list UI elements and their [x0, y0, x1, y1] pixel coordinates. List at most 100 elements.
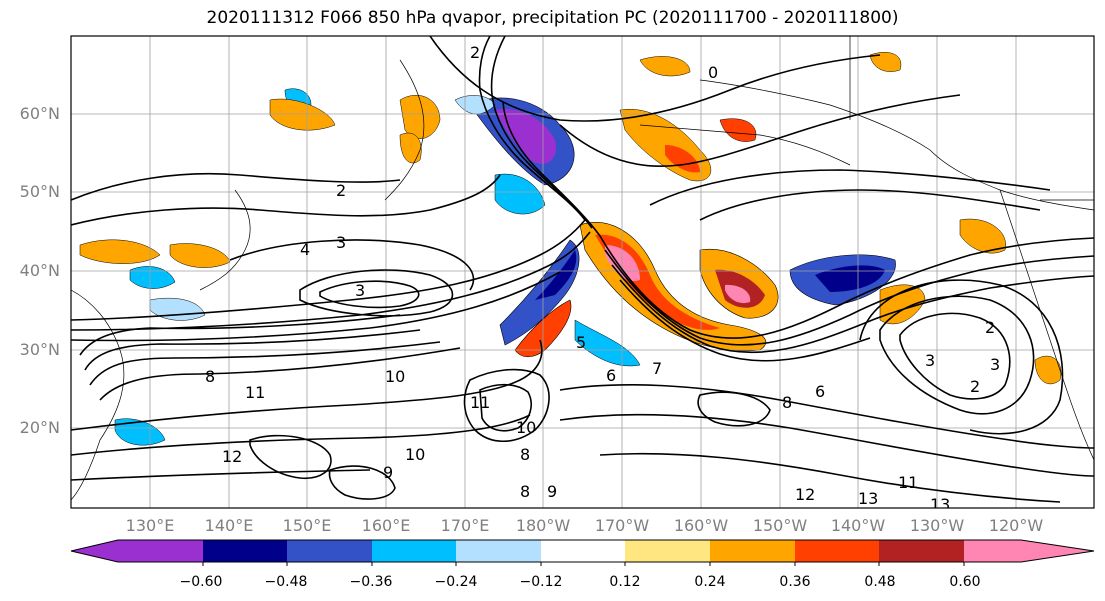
contour-loop-e1 [879, 295, 1035, 415]
colorbar [70, 539, 1095, 566]
colorbar-tick: −0.36 [349, 574, 393, 590]
contour-label: 12 [222, 447, 242, 466]
lon-label-160e: 160°E [361, 516, 411, 535]
colorbar-bin [710, 540, 795, 562]
lon-label-170w: 170°W [594, 516, 650, 535]
contour-label: 6 [815, 382, 825, 401]
contour-label: 3 [990, 355, 1000, 374]
contour-label: 3 [336, 233, 346, 252]
grid-lines [71, 36, 1094, 508]
colorbar-bin [456, 540, 541, 562]
contour-north-4 [559, 94, 961, 168]
lon-label-130e: 130°E [125, 516, 175, 535]
contour-south-7 [559, 413, 1094, 477]
colorbar-tick: −0.12 [519, 574, 563, 590]
lon-label-150e: 150°E [282, 516, 332, 535]
lon-label-120w: 120°W [988, 516, 1044, 535]
shade-pos-bc [959, 218, 1006, 254]
colorbar-tick: 0.48 [864, 574, 896, 590]
contour-loop-w2 [319, 280, 420, 309]
coast-kamchatka [384, 59, 425, 201]
colorbar-bin [118, 540, 203, 562]
map-frame [70, 35, 1095, 509]
colorbar-bin [287, 540, 372, 562]
colorbar-tick: 0.24 [694, 574, 726, 590]
shade-pos-east-pink [725, 284, 751, 304]
coast-japan [199, 189, 251, 291]
colorbar-tick: 0.36 [779, 574, 811, 590]
contour-label: 5 [576, 333, 586, 352]
colorbar-bin [541, 540, 625, 562]
contour-label: 2 [985, 318, 995, 337]
lon-label-150w: 150°W [752, 516, 808, 535]
shade-neg-west [494, 173, 546, 215]
contour-label: 11 [245, 383, 265, 402]
coast-na-west [999, 189, 1094, 461]
colorbar-bin [879, 540, 964, 562]
colorbar-tick: 0.12 [609, 574, 641, 590]
contour-label: 7 [652, 359, 662, 378]
shade-neg-jet-core [535, 250, 577, 300]
contour-label: 10 [385, 367, 405, 386]
colorbar-extend-low [71, 540, 118, 562]
colorbar-tick: 0.60 [949, 574, 981, 590]
lon-label-170e: 170°E [440, 516, 490, 535]
contour-south-11 [697, 391, 771, 427]
lat-label-60n: 60°N [19, 104, 60, 123]
contour-loop-e3 [859, 279, 1064, 435]
contour-label: 2 [336, 181, 346, 200]
lon-label-130w: 130°W [909, 516, 965, 535]
contour-label: 13 [858, 489, 878, 508]
contour-jet-7 [99, 347, 461, 401]
lat-label-40n: 40°N [19, 261, 60, 280]
shade-pos-asia [79, 239, 161, 264]
contour-north-1 [71, 172, 401, 201]
shade-neg-south [114, 418, 166, 446]
contour-north-2 [71, 174, 501, 226]
coast-asia [71, 289, 125, 501]
contour-south-4 [463, 368, 550, 442]
contour-south-8 [599, 452, 1061, 503]
contour-label: 8 [520, 445, 530, 464]
lon-label-160w: 160°W [673, 516, 729, 535]
contour-south-6 [559, 384, 1094, 449]
shade-neg-bering-core [495, 109, 556, 164]
colorbar-tick: −0.48 [264, 574, 308, 590]
coast-aleutians [639, 124, 851, 166]
contour-north-3 [429, 36, 881, 122]
colorbar-bin [964, 540, 1021, 562]
contour-loop-e2 [899, 312, 1011, 400]
colorbar-outline [70, 539, 1095, 563]
contour-south-5 [479, 383, 532, 432]
lon-label-140w: 140°W [830, 516, 886, 535]
shade-pos-east-top [869, 52, 902, 72]
shade-neg-asia2 [149, 297, 206, 321]
contour-label: 10 [516, 418, 536, 437]
colorbar-bin [372, 540, 456, 562]
contour-east-1 [599, 235, 1094, 339]
contour-label: 9 [547, 482, 557, 501]
contour-south-3 [71, 469, 371, 481]
contour-north-6 [649, 169, 1051, 206]
contour-jet-1 [71, 219, 586, 321]
shade-pos-kam2 [399, 132, 422, 164]
lat-label-30n: 30°N [19, 340, 60, 359]
shade-pos-asia2 [169, 243, 231, 268]
contour-label: 8 [520, 482, 530, 501]
shade-pos-top [639, 56, 691, 77]
contour-label: 11 [470, 393, 490, 412]
contour-label: 9 [383, 463, 393, 482]
colorbar-bin [795, 540, 879, 562]
contour-label: 2 [470, 43, 480, 62]
contour-loop-w1 [299, 269, 454, 317]
contour-jet-6 [89, 341, 441, 386]
shade-pos-north-core [665, 145, 700, 173]
contour-label: 10 [405, 445, 425, 464]
lon-label-140e: 140°E [204, 516, 254, 535]
colorbar-tick: −0.60 [179, 574, 223, 590]
shade-neg-asia [129, 266, 176, 289]
contour-label: 6 [606, 366, 616, 385]
contour-bering-1 [478, 36, 586, 221]
contour-label: 4 [300, 240, 310, 259]
